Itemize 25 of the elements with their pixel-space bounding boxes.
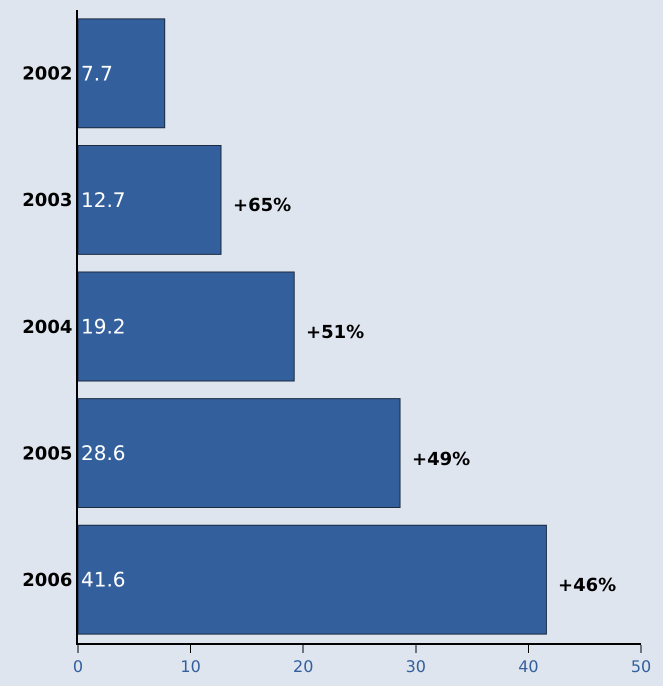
annotation: +51% bbox=[306, 322, 364, 343]
bar bbox=[78, 524, 547, 635]
x-tick-label: 0 bbox=[72, 657, 84, 676]
bar bbox=[78, 18, 166, 128]
data-label: 7.7 bbox=[81, 61, 113, 86]
data-label: 28.6 bbox=[81, 441, 126, 466]
data-label: 12.7 bbox=[81, 188, 126, 212]
bar bbox=[78, 272, 295, 382]
x-tick-label: 20 bbox=[293, 657, 314, 676]
x-tick-label: 50 bbox=[630, 657, 652, 676]
data-label: 19.2 bbox=[81, 314, 126, 338]
y-tick-label: 2005 bbox=[22, 443, 72, 464]
annotation: +49% bbox=[412, 449, 470, 470]
y-tick-label: 2004 bbox=[22, 316, 72, 338]
y-tick-label: 2002 bbox=[22, 64, 72, 85]
y-tick-label: 2006 bbox=[22, 570, 72, 591]
x-tick-label: 30 bbox=[406, 657, 426, 676]
y-tick-label: 2003 bbox=[22, 190, 72, 212]
annotation: +46% bbox=[558, 575, 616, 596]
bar bbox=[78, 398, 401, 508]
annotation: +65% bbox=[233, 195, 292, 216]
x-tick-label: 10 bbox=[180, 657, 201, 676]
bar bbox=[78, 144, 222, 255]
data-label: 41.6 bbox=[81, 568, 126, 592]
x-tick-label: 40 bbox=[518, 657, 539, 676]
